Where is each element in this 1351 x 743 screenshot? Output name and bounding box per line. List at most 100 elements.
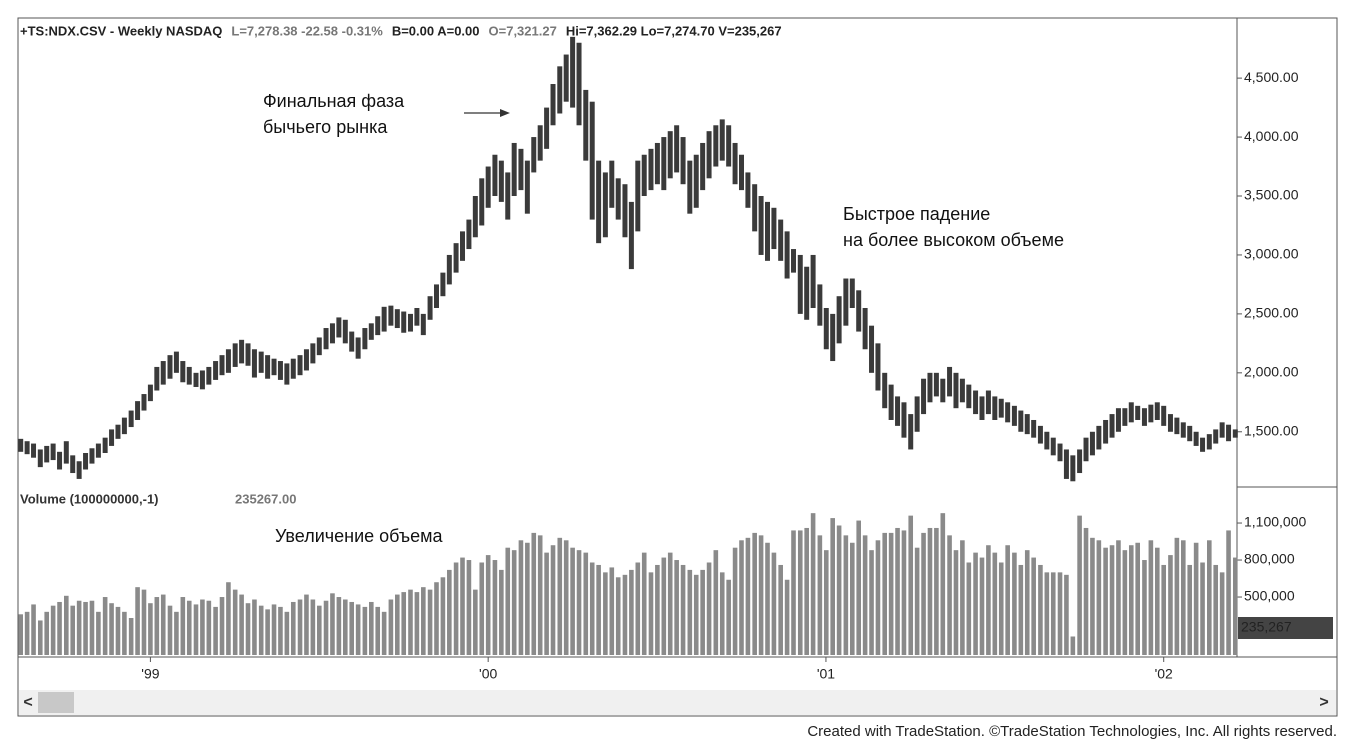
- price-bar: [758, 196, 764, 255]
- price-bar: [947, 366, 953, 397]
- volume-bar: [596, 564, 601, 655]
- price-bar: [1200, 437, 1206, 452]
- annotation: на более высоком объеме: [843, 230, 1064, 250]
- volume-bar: [193, 604, 199, 655]
- price-bar: [193, 372, 199, 387]
- price-bar: [641, 154, 647, 197]
- price-bar: [843, 278, 849, 326]
- x-tick-label: '00: [479, 666, 497, 682]
- volume-bar: [453, 562, 459, 655]
- volume-bar: [784, 579, 790, 655]
- volume-bar: [414, 592, 420, 655]
- price-bar: [706, 131, 712, 179]
- volume-bar: [57, 601, 62, 655]
- volume-bar: [323, 600, 329, 655]
- price-bar: [726, 125, 732, 167]
- price-bar: [95, 443, 101, 458]
- scrollbar: [19, 690, 1336, 715]
- volume-bar: [869, 550, 874, 655]
- scroll-thumb[interactable]: [38, 692, 74, 713]
- price-bar: [115, 424, 121, 439]
- price-bar: [563, 54, 569, 102]
- volume-bar: [349, 601, 355, 655]
- volume-bar: [278, 606, 283, 655]
- scroll-right[interactable]: >: [1319, 694, 1328, 711]
- price-bar: [810, 254, 816, 308]
- volume-value: 235267.00: [235, 491, 296, 506]
- price-bar: [460, 231, 466, 261]
- volume-bar: [758, 535, 764, 655]
- volume-bar: [1090, 537, 1095, 655]
- price-bar: [875, 343, 881, 391]
- volume-bar: [388, 599, 394, 655]
- price-bar: [342, 319, 348, 344]
- price-bar: [1057, 443, 1063, 462]
- volume-label: Volume (100000000,-1): [20, 491, 159, 506]
- volume-bar: [635, 562, 641, 655]
- volume-bar: [1096, 540, 1102, 655]
- volume-bar: [648, 572, 654, 655]
- volume-bar: [1103, 547, 1108, 655]
- price-bar: [239, 339, 245, 364]
- volume-bar: [843, 535, 849, 655]
- volume-bar: [271, 604, 277, 655]
- price-bar: [1187, 425, 1193, 442]
- price-bar: [316, 337, 322, 356]
- volume-bar: [50, 605, 56, 655]
- price-bar: [654, 142, 660, 185]
- price-bar: [518, 148, 524, 191]
- volume-bar: [1219, 572, 1225, 655]
- price-bar: [44, 445, 50, 463]
- volume-bar: [109, 603, 114, 655]
- volume-bar: [336, 597, 342, 655]
- price-bar: [1128, 402, 1134, 423]
- volume-bar: [771, 552, 777, 655]
- volume-bar: [505, 547, 511, 655]
- volume-bar: [174, 611, 179, 655]
- price-bar: [440, 272, 446, 297]
- volume-bar: [148, 603, 153, 655]
- volume-bar: [726, 579, 731, 655]
- volume-bar: [921, 532, 926, 655]
- volume-bar: [622, 574, 628, 655]
- volume-bar: [998, 562, 1004, 655]
- volume-bar: [953, 550, 959, 655]
- volume-bar: [447, 569, 452, 655]
- price-bar: [1018, 410, 1024, 432]
- volume-bar: [154, 597, 160, 655]
- price-bar: [1206, 434, 1212, 450]
- volume-bar: [609, 567, 615, 655]
- price-bar: [557, 66, 563, 114]
- price-bar: [83, 452, 89, 470]
- price-bar: [1213, 429, 1219, 444]
- price-bar: [804, 266, 810, 320]
- scroll-left[interactable]: <: [23, 694, 32, 711]
- price-bar: [511, 142, 517, 197]
- price-bar: [232, 343, 238, 367]
- price-bar: [576, 42, 582, 126]
- price-bar: [771, 207, 777, 250]
- volume-bar: [1148, 540, 1154, 655]
- volume-bar: [96, 611, 101, 655]
- volume-bar: [745, 537, 751, 655]
- price-bar: [628, 201, 634, 270]
- price-bar: [498, 160, 504, 202]
- volume-bar: [89, 600, 95, 655]
- y-tick-label: 500,000: [1244, 588, 1295, 604]
- price-bar: [186, 366, 192, 385]
- frame: [17, 17, 1338, 717]
- volume-bar: [1161, 564, 1167, 655]
- price-bar: [531, 137, 537, 173]
- volume-bar: [310, 599, 316, 655]
- price-bar: [310, 343, 316, 364]
- volume-bar: [401, 592, 407, 655]
- price-bar: [901, 402, 907, 438]
- volume-bar: [1207, 540, 1212, 655]
- price-bar: [687, 160, 693, 214]
- price-bar: [1103, 419, 1109, 444]
- volume-bar: [1187, 564, 1193, 655]
- y-tick-label: 800,000: [1244, 551, 1295, 567]
- price-bar: [349, 331, 355, 352]
- price-bar: [1089, 431, 1095, 456]
